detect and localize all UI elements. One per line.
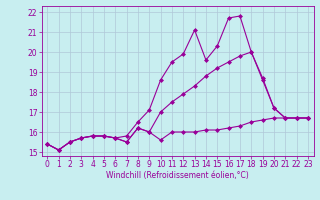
X-axis label: Windchill (Refroidissement éolien,°C): Windchill (Refroidissement éolien,°C) <box>106 171 249 180</box>
